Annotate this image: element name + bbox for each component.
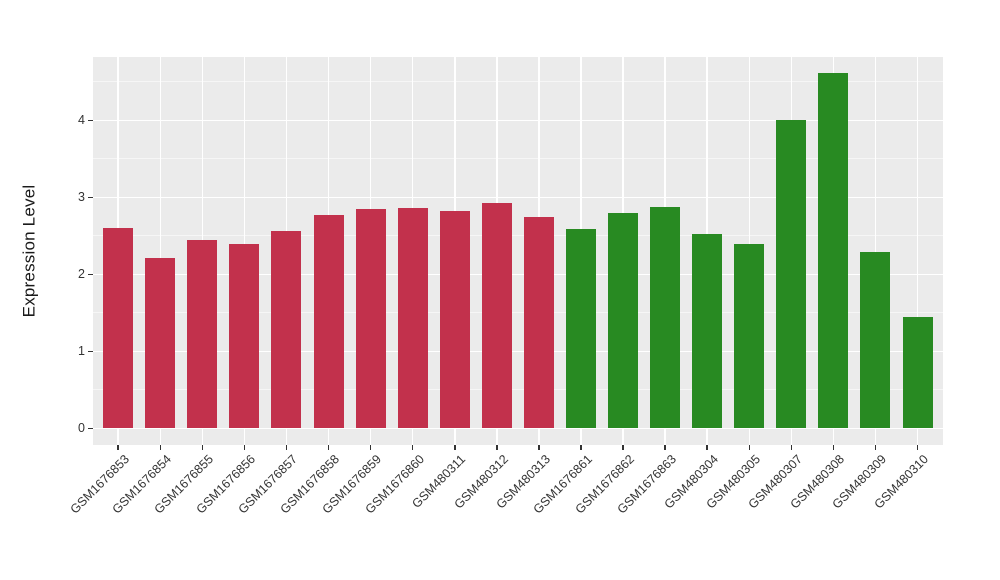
bar xyxy=(229,243,260,429)
gridline-minor xyxy=(93,81,943,83)
x-tick-mark xyxy=(369,445,372,450)
bar xyxy=(355,208,386,429)
bar xyxy=(271,231,302,429)
x-tick-mark xyxy=(159,445,162,450)
x-tick-mark xyxy=(285,445,288,450)
bar xyxy=(860,251,891,429)
y-tick-mark xyxy=(88,350,93,353)
bar xyxy=(776,119,807,429)
y-tick-mark xyxy=(88,119,93,122)
plot-panel xyxy=(93,57,943,445)
gridline-vertical xyxy=(874,57,877,445)
x-tick-mark xyxy=(916,445,919,450)
gridline-vertical xyxy=(159,57,162,445)
x-tick-mark xyxy=(832,445,835,450)
gridline-major xyxy=(93,196,943,199)
x-tick-mark xyxy=(790,445,793,450)
bar xyxy=(439,211,470,429)
bar xyxy=(565,228,596,429)
bar xyxy=(187,240,218,429)
gridline-minor xyxy=(93,389,943,391)
y-tick-mark xyxy=(88,427,93,430)
bar xyxy=(692,233,723,429)
bar xyxy=(481,202,512,429)
bar xyxy=(902,317,933,429)
y-tick-label: 4 xyxy=(78,112,85,127)
x-tick-mark xyxy=(243,445,246,450)
bar xyxy=(103,228,134,429)
x-tick-mark xyxy=(496,445,498,450)
gridline-major xyxy=(93,273,943,276)
x-tick-mark xyxy=(117,445,119,450)
x-tick-mark xyxy=(201,445,204,450)
x-tick-mark xyxy=(538,445,540,450)
y-tick-label: 3 xyxy=(78,189,85,204)
gridline-minor xyxy=(93,158,943,160)
bar xyxy=(523,217,554,429)
gridline-minor xyxy=(93,312,943,314)
gridline-major xyxy=(93,119,943,122)
x-tick-mark xyxy=(327,445,330,450)
y-tick-label: 1 xyxy=(78,343,85,358)
bar xyxy=(397,208,428,429)
gridline-major xyxy=(93,350,943,353)
bar xyxy=(734,243,765,429)
bar xyxy=(145,258,176,429)
gridline-minor xyxy=(93,235,943,237)
y-tick-label: 0 xyxy=(78,420,85,435)
y-tick-mark xyxy=(88,196,93,199)
x-tick-mark xyxy=(411,445,414,450)
x-tick-mark xyxy=(706,445,708,450)
gridline-major xyxy=(93,427,943,430)
y-tick-label: 2 xyxy=(78,266,85,281)
x-tick-mark xyxy=(664,445,666,450)
bar xyxy=(650,207,681,429)
x-tick-mark xyxy=(454,445,456,450)
x-tick-mark xyxy=(874,445,877,450)
bar xyxy=(313,215,344,429)
gridline-vertical xyxy=(916,57,919,445)
y-tick-mark xyxy=(88,273,93,276)
x-tick-mark xyxy=(580,445,582,450)
bar xyxy=(608,213,639,429)
x-tick-mark xyxy=(748,445,750,450)
x-tick-mark xyxy=(622,445,624,450)
bar xyxy=(818,72,849,429)
